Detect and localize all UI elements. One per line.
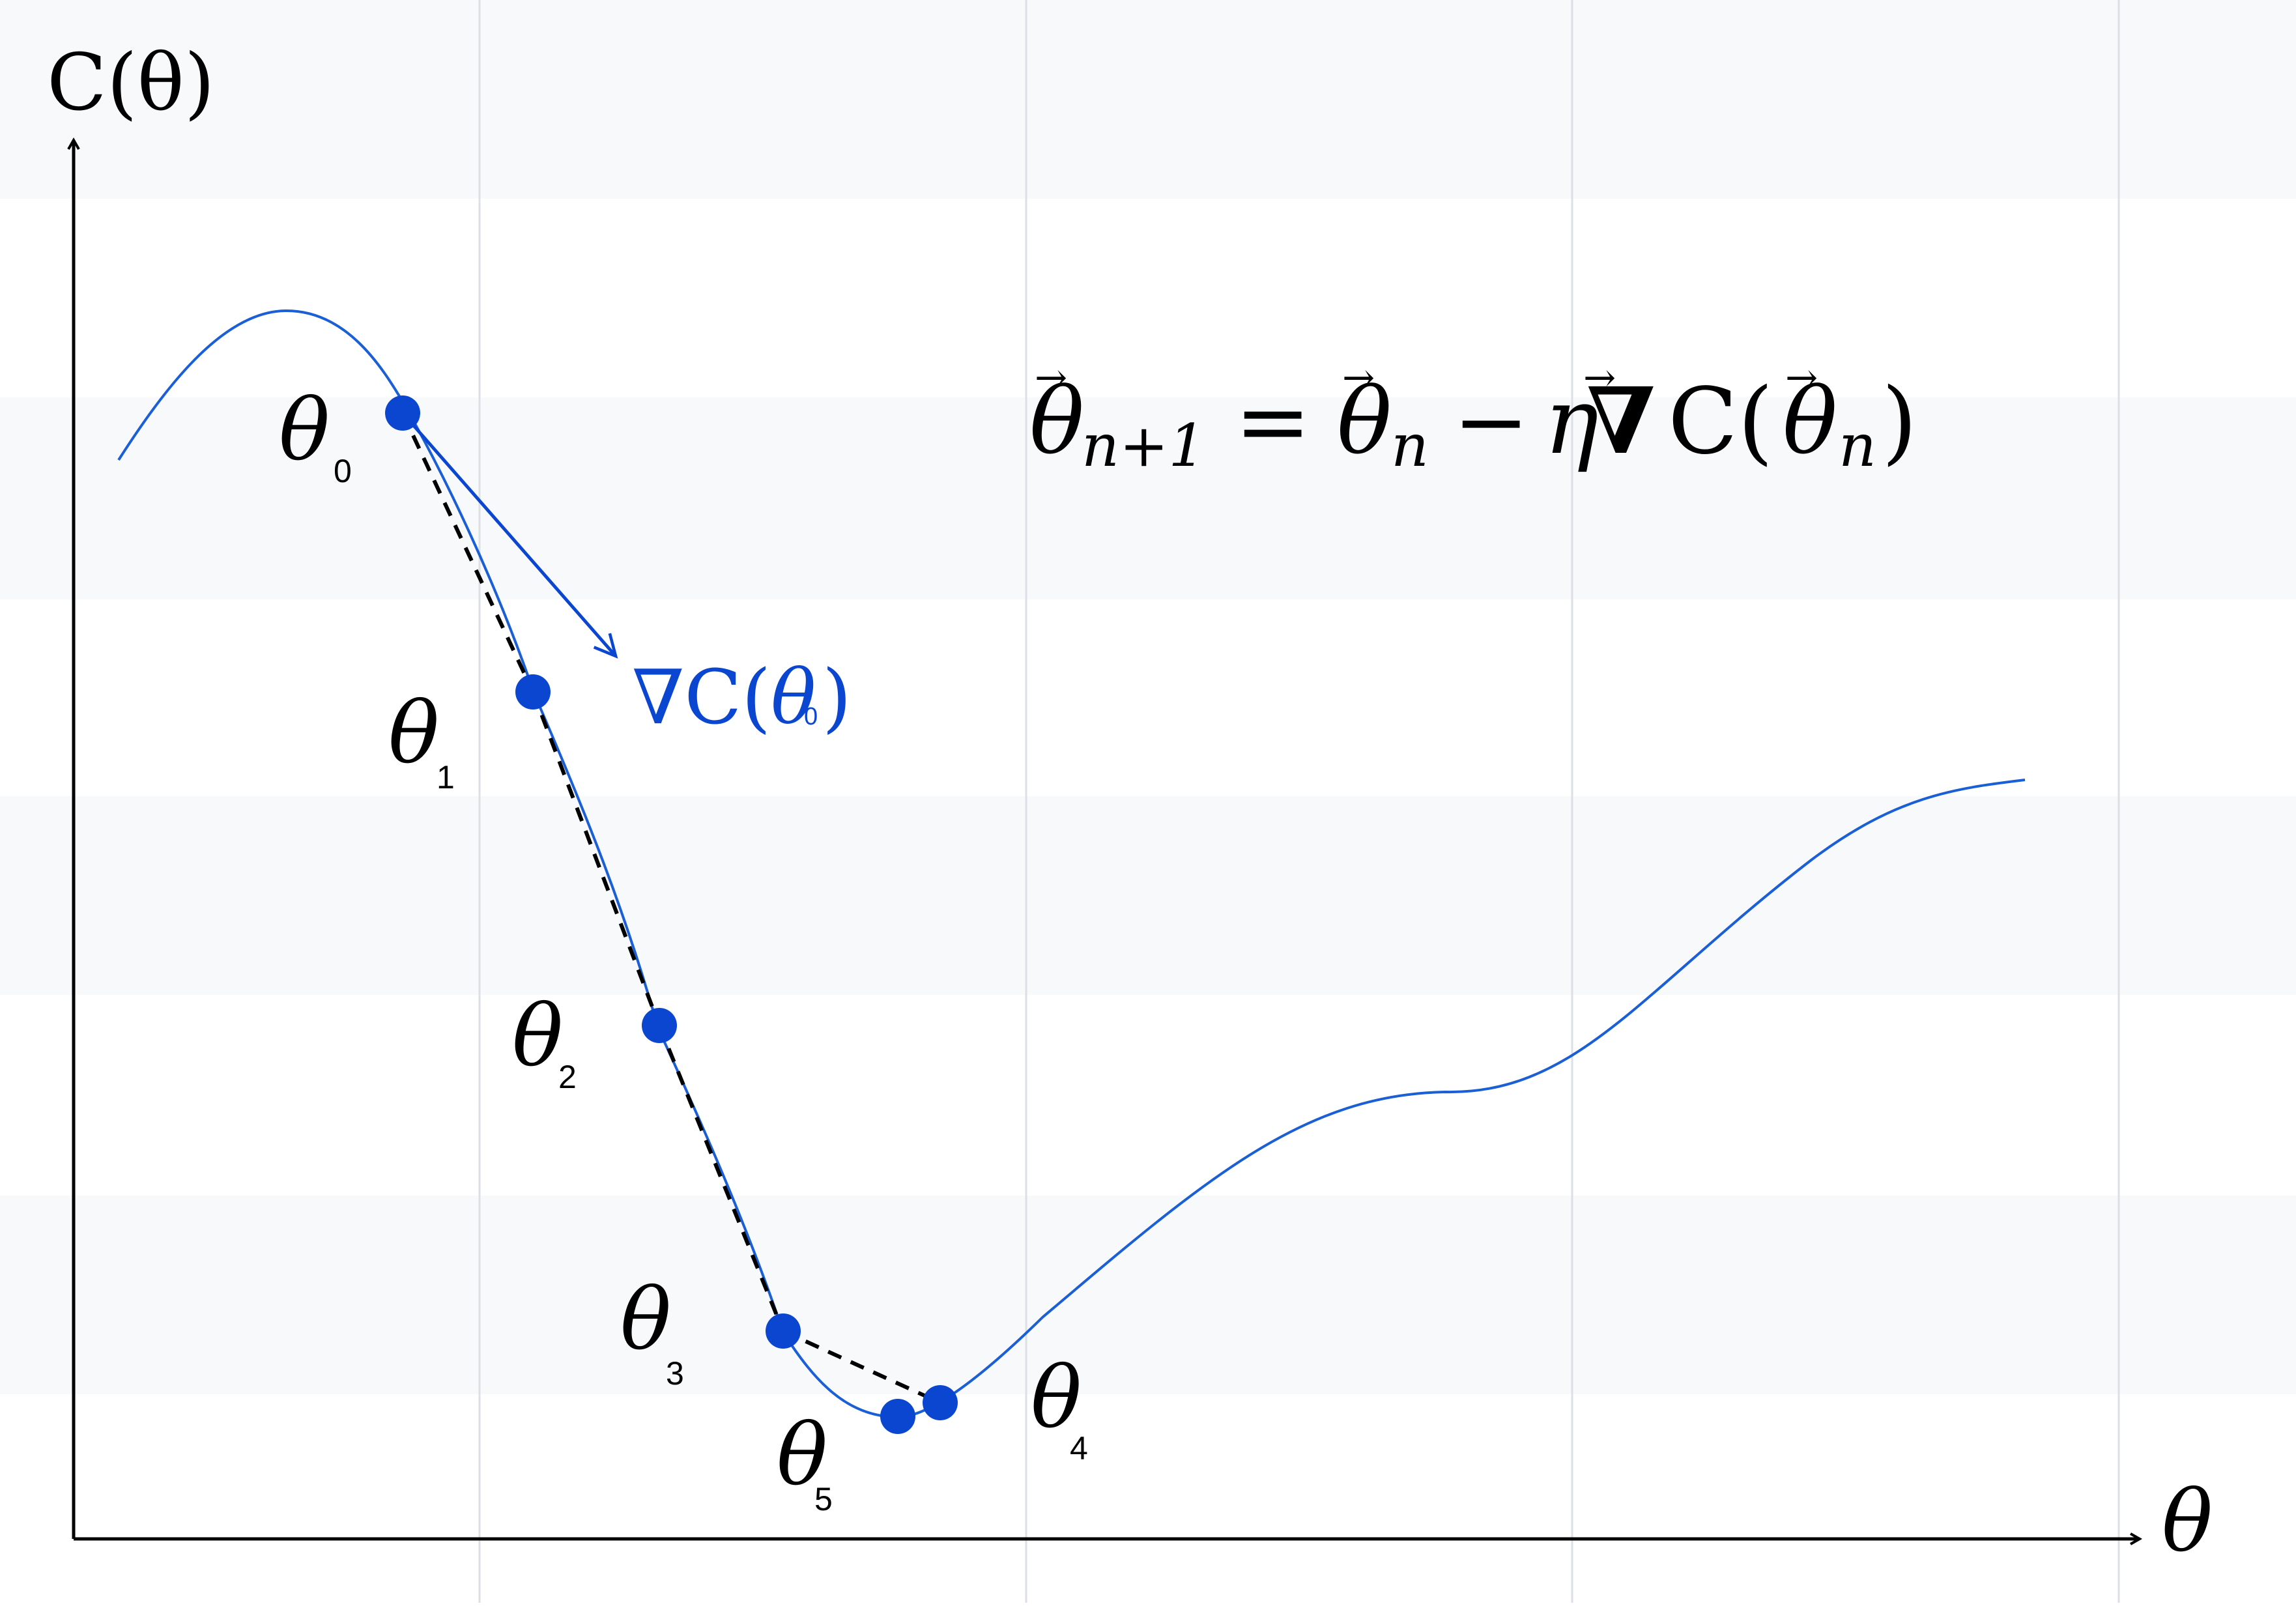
- step-1-2: [531, 691, 663, 1029]
- background-bands: [0, 0, 2296, 1394]
- formula-vec-arrow-nabla: →: [1583, 355, 1616, 401]
- formula-lhs-subscript: n+1: [1082, 412, 1206, 480]
- formula-minus: −: [1453, 369, 1529, 475]
- update-formula: → → → → θ n+1 = θ n − η ∇ C( θ n ): [1029, 355, 1917, 480]
- point-label-theta-3: θ: [620, 1270, 671, 1369]
- point-labels: θ 0 θ 1 θ 2 θ 3 θ 4 θ 5: [279, 380, 1088, 1517]
- gradient-label: ∇C(θ 0 ): [632, 654, 852, 741]
- point-label-theta-2: θ: [512, 986, 563, 1085]
- y-axis-label: C(θ): [47, 38, 215, 128]
- point-label-sub-0: 0: [334, 453, 352, 489]
- point-theta-4: [923, 1385, 958, 1420]
- formula-equals: =: [1235, 369, 1311, 475]
- gradient-label-close: ): [822, 654, 852, 741]
- descent-points: [385, 395, 958, 1434]
- gradient-label-nabla: ∇C(θ: [632, 654, 816, 741]
- formula-lhs-theta: θ: [1029, 369, 1084, 475]
- point-label-sub-1: 1: [437, 759, 455, 796]
- point-theta-0: [385, 395, 420, 431]
- step-3-4: [782, 1329, 943, 1406]
- point-label-theta-0: θ: [279, 380, 330, 480]
- formula-vec-arrow-3: →: [1785, 355, 1818, 401]
- point-label-theta-5: θ: [777, 1405, 827, 1504]
- band: [0, 1196, 2296, 1394]
- point-theta-2: [642, 1008, 677, 1043]
- step-0-1: [401, 412, 536, 695]
- formula-rhs-theta: θ: [1337, 369, 1392, 475]
- formula-inner-subscript: n: [1839, 412, 1876, 480]
- point-theta-1: [515, 674, 551, 710]
- formula-rhs-subscript: n: [1391, 412, 1429, 480]
- descent-steps: [401, 412, 943, 1406]
- band: [0, 397, 2296, 599]
- point-label-theta-1: θ: [388, 683, 439, 782]
- band: [0, 0, 2296, 199]
- point-label-sub-3: 3: [666, 1355, 684, 1392]
- point-theta-3: [766, 1313, 801, 1349]
- point-label-sub-5: 5: [814, 1481, 833, 1517]
- formula-close: ): [1882, 369, 1917, 475]
- formula-rate: η: [1544, 369, 1599, 475]
- formula-vec-arrow-2: →: [1342, 355, 1375, 401]
- point-label-theta-4: θ: [1031, 1348, 1082, 1447]
- gradient-label-subscript: 0: [804, 703, 818, 730]
- step-2-3: [657, 1024, 787, 1334]
- band: [0, 796, 2296, 995]
- formula-vec-arrow-1: →: [1035, 355, 1067, 401]
- gradient-arrow: [401, 412, 618, 659]
- point-label-sub-4: 4: [1070, 1430, 1088, 1467]
- formula-inner-theta: θ: [1783, 369, 1837, 475]
- formula-nabla: ∇: [1586, 368, 1655, 475]
- formula-cost: C(: [1668, 369, 1773, 475]
- point-label-sub-2: 2: [558, 1059, 577, 1095]
- point-theta-5: [880, 1399, 915, 1434]
- gridlines: [478, 0, 2120, 1603]
- x-axis-label: θ: [2162, 1472, 2213, 1571]
